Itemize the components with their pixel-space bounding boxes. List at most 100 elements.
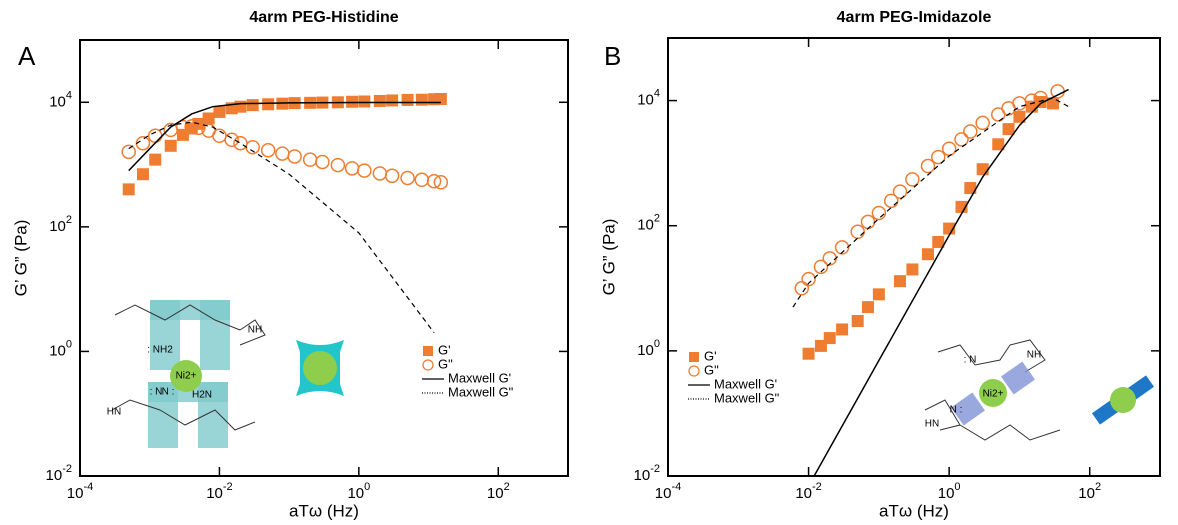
model-curve (128, 101, 441, 172)
model-curve (792, 97, 1069, 308)
y-tick-label: 102 (49, 214, 72, 235)
legend-swatch (423, 346, 433, 356)
chart-title: 4arm PEG-Imidazole (837, 9, 992, 26)
data-point (121, 144, 136, 160)
data-point (883, 193, 899, 209)
legend-label: Maxwell G' (714, 376, 777, 391)
data-point (802, 347, 815, 360)
x-tick-label: 100 (347, 481, 370, 502)
data-point (892, 184, 908, 199)
data-point (245, 139, 260, 155)
data-point (992, 138, 1005, 151)
legend-label: G' (704, 348, 717, 363)
x-tick-label: 10-2 (206, 481, 232, 502)
data-point (233, 135, 248, 151)
data-point (122, 183, 135, 196)
data-point (906, 263, 919, 276)
structure-label: HN (925, 419, 939, 430)
data-point (794, 281, 810, 296)
data-point (861, 301, 874, 314)
data-point (822, 251, 837, 266)
data-point (954, 132, 969, 147)
panel-label: A (18, 41, 36, 71)
data-point (1012, 96, 1027, 111)
structure-label: H2N (192, 390, 212, 401)
legend-label: G' (438, 342, 451, 357)
data-point (834, 240, 850, 255)
data-point (260, 142, 276, 158)
data-point (400, 170, 415, 186)
data-point (357, 163, 372, 178)
data-point (262, 98, 275, 111)
data-point (1002, 123, 1015, 136)
data-point (963, 124, 978, 139)
data-point (136, 168, 149, 181)
structure-label: NH (248, 325, 262, 336)
data-point (1046, 97, 1059, 110)
legend-label: Maxwell G' (448, 370, 511, 385)
y-axis-label: G’ G” (Pa) (11, 220, 30, 297)
data-point (414, 172, 430, 188)
structure-label: Ni2+ (176, 371, 197, 382)
data-point (415, 93, 428, 106)
structure-label: : N (964, 355, 977, 366)
data-point (905, 172, 920, 187)
data-point (302, 152, 318, 167)
data-point (147, 128, 163, 144)
x-tick-label: 102 (1078, 481, 1101, 502)
data-point (1013, 110, 1026, 123)
panel-label: B (604, 41, 621, 71)
plot-frame (667, 37, 1161, 477)
y-tick-label: 10-2 (46, 463, 72, 484)
structure-label: HN (107, 407, 121, 418)
y-tick-label: 104 (49, 89, 72, 110)
data-point (212, 128, 227, 144)
data-point (894, 275, 907, 288)
data-point (213, 105, 226, 118)
y-tick-label: 104 (637, 87, 660, 108)
data-point (1024, 93, 1040, 108)
data-point (931, 149, 946, 165)
legend-swatch (422, 359, 434, 371)
data-point (330, 157, 346, 173)
structure-label: N : (950, 405, 963, 416)
data-point (433, 175, 449, 190)
data-point (941, 141, 957, 156)
x-axis-label: aTω (Hz) (289, 501, 359, 520)
legend-swatch (689, 352, 699, 362)
data-point (315, 154, 330, 170)
legend-label: G" (704, 362, 719, 377)
inset-b (924, 339, 1155, 441)
data-point (224, 132, 239, 148)
data-point (175, 119, 191, 135)
x-tick-label: 100 (938, 481, 961, 502)
data-point (850, 224, 865, 240)
data-point (346, 95, 359, 108)
x-tick-label: 10-2 (795, 481, 821, 502)
plot-area (121, 92, 449, 334)
legend-swatch (688, 365, 700, 377)
data-point (135, 135, 151, 151)
data-point (287, 149, 302, 164)
data-point (275, 146, 290, 161)
data-point (872, 288, 885, 301)
y-tick-label: 102 (637, 213, 660, 234)
data-point (975, 115, 990, 131)
model-curve (128, 121, 435, 334)
data-point (1050, 84, 1065, 99)
chart-title: 4arm PEG-Histidine (249, 9, 398, 26)
x-axis-label: aTω (Hz) (879, 501, 949, 520)
data-point (164, 139, 177, 152)
data-point (234, 100, 247, 113)
data-point (921, 248, 934, 261)
structure-label: : N (150, 387, 163, 398)
data-point (823, 332, 836, 345)
data-point (860, 214, 876, 230)
x-tick-label: 10-4 (67, 481, 93, 502)
structure-label: N : (162, 387, 175, 398)
y-tick-label: 100 (49, 338, 72, 359)
data-point (851, 315, 864, 328)
legend-label: Maxwell G" (714, 390, 780, 405)
data-point (964, 182, 977, 195)
